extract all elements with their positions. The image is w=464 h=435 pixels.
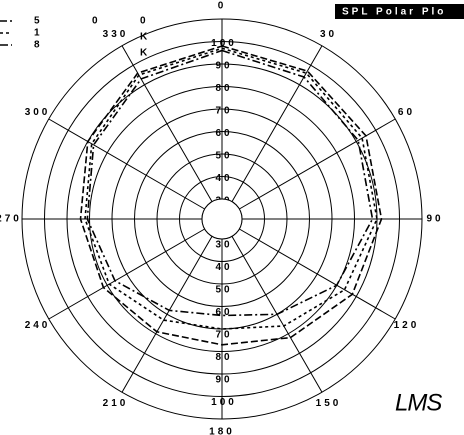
radial-label: 90 — [215, 61, 232, 72]
radial-label: 60 — [215, 128, 232, 139]
radial-label: 80 — [215, 83, 232, 94]
radial-label: 90 — [215, 375, 232, 386]
radial-label: 70 — [215, 106, 232, 117]
angle-label: 90 — [426, 214, 443, 225]
radial-label: 70 — [215, 330, 232, 341]
angle-label: 330 — [103, 29, 129, 40]
legend-label: 1 — [34, 28, 43, 39]
spoke — [121, 236, 213, 393]
radial-label: 40 — [215, 173, 232, 184]
spoke — [231, 45, 323, 202]
radial-label: 30 — [215, 240, 232, 251]
angle-label: 210 — [103, 398, 129, 409]
chart-title: SPL Polar Plo — [342, 7, 446, 18]
annotation: 0 — [92, 16, 101, 27]
angle-label: 270 — [0, 214, 22, 225]
spoke — [48, 228, 205, 320]
legend-label: 8 — [34, 40, 43, 51]
legend-label: 5 — [34, 16, 43, 27]
annotation: 0 — [140, 16, 149, 27]
annotation: K — [140, 48, 150, 59]
radial-label: 60 — [215, 307, 232, 318]
spoke — [48, 118, 205, 210]
angle-label: 240 — [25, 320, 51, 331]
angle-label: 30 — [320, 29, 337, 40]
center-hole — [201, 198, 243, 240]
series-line — [79, 45, 383, 346]
angle-label: 150 — [316, 398, 342, 409]
angle-label: 120 — [394, 320, 420, 331]
radial-label: 100 — [211, 397, 237, 408]
angle-label: 60 — [398, 107, 415, 118]
angle-label: 0 — [218, 1, 227, 12]
angle-label: 300 — [25, 107, 51, 118]
spoke — [239, 228, 396, 320]
logo: LMS — [395, 389, 442, 416]
angle-label: 180 — [209, 427, 235, 435]
radial-label: 80 — [215, 352, 232, 363]
spoke — [121, 45, 213, 202]
radial-label: 50 — [215, 285, 232, 296]
annotation: K — [140, 32, 150, 43]
radial-label: 50 — [215, 151, 232, 162]
radial-label: 100 — [211, 38, 237, 49]
spoke — [239, 118, 396, 210]
radial-label: 40 — [215, 262, 232, 273]
title-box — [335, 4, 464, 19]
